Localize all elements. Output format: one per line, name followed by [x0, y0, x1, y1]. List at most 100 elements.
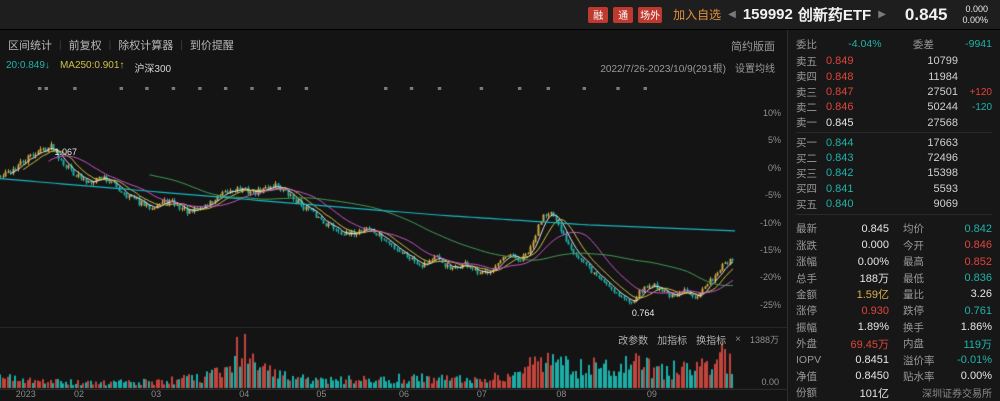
ask-row-label: 卖四	[796, 71, 817, 84]
toolbar-item-2[interactable]: 除权计算器	[118, 40, 174, 52]
next-stock-icon[interactable]: ▶	[878, 9, 886, 20]
ask-row[interactable]: 卖四 0.848 11984	[796, 69, 992, 84]
event-markers: ≡ ≡ ≡ ≡ ≡ ≡ ≡ ≡ ≡ ≡ ≡ ≡ ≡ ≡ ≡ ≡ ≡ ≡ ≡ ≡	[0, 86, 787, 94]
bid-row-price[interactable]: 0.844	[826, 136, 854, 149]
simple-layout-button[interactable]: 简约版面	[731, 41, 775, 53]
stat-value: 0.8451	[855, 354, 889, 367]
stat-row: 外盘 69.45万 内盘 119万	[796, 335, 992, 351]
volume-button-0[interactable]: 改参数	[618, 336, 649, 347]
orderbook-divider-2	[796, 213, 992, 215]
stat-value: 0.000	[861, 239, 889, 252]
ask-row[interactable]: 卖一 0.845 27568	[796, 115, 992, 130]
orderbook-divider	[796, 132, 992, 134]
commission-diff-label: 委差	[912, 38, 934, 51]
stat-value: 0.846	[964, 239, 992, 252]
stat-label: 溢价率	[903, 354, 935, 367]
ask-row-price[interactable]: 0.846	[826, 101, 854, 114]
stat-label: 涨跌	[796, 239, 817, 252]
toolbar-item-0[interactable]: 区间统计	[8, 40, 52, 52]
event-marker-icon: ≡	[643, 86, 648, 93]
stat-label: 换手	[903, 321, 924, 334]
period-high-label: 1.067	[54, 146, 78, 157]
stat-value: 1.86%	[960, 321, 992, 334]
add-watchlist-button[interactable]: 加入自选	[673, 8, 722, 22]
x-axis-label: 09	[646, 389, 657, 399]
x-axis: 2023 02 03 04 05 06 07 08 09	[0, 389, 787, 401]
stat-label: 今开	[903, 239, 924, 252]
event-marker-icon: ≡	[546, 86, 551, 93]
bid-row-price[interactable]: 0.842	[826, 167, 854, 180]
price-chart-canvas[interactable]	[0, 72, 787, 324]
commission-ratio-label: 委比	[796, 38, 817, 51]
stat-value: -0.01%	[957, 354, 992, 367]
bid-row-label: 买三	[796, 167, 817, 180]
stat-row: 总手 188万 最低 0.836	[796, 270, 992, 286]
volume-chart-canvas[interactable]	[0, 330, 787, 390]
stat-value: 69.45万	[850, 338, 889, 351]
ask-row[interactable]: 卖二 0.846 50244 -120	[796, 100, 992, 115]
stats-grid: 最新 0.845 均价 0.842 涨跌 0.000 今开 0.846 涨幅 0.00% 最高 0.8…	[796, 221, 992, 401]
event-marker-icon: ≡	[615, 86, 621, 93]
prev-stock-icon[interactable]: ◀	[728, 9, 736, 20]
ask-row-price[interactable]: 0.847	[826, 86, 854, 98]
stock-name: 创新药ETF	[797, 7, 872, 24]
x-axis-label: 06	[399, 389, 410, 399]
y-axis-label: -5%	[764, 190, 781, 201]
stat-label: 总手	[796, 272, 817, 285]
ask-row-price[interactable]: 0.848	[826, 70, 854, 83]
bid-row-label: 买五	[796, 198, 817, 211]
stat-label: 贴水率	[903, 370, 935, 383]
event-marker-icon: ≡	[72, 86, 77, 93]
stat-value: 0.930	[861, 304, 889, 317]
stat-label: 金额	[796, 288, 817, 301]
stat-label: 振幅	[796, 321, 817, 334]
y-axis-label: -25%	[759, 299, 781, 310]
price-chart-area: ≡ ≡ ≡ ≡ ≡ ≡ ≡ ≡ ≡ ≡ ≡ ≡ ≡ ≡ ≡ ≡ ≡ ≡ ≡ ≡ 10% 5% 0% -5% -10% -15% -…	[0, 72, 787, 324]
toolbar-separator: |	[108, 39, 112, 51]
toolbar-item-3[interactable]: 到价提醒	[189, 40, 234, 52]
bid-row[interactable]: 买三 0.842 15398	[796, 166, 992, 181]
stat-label: 外盘	[796, 338, 817, 351]
ask-row-label: 卖三	[796, 86, 817, 99]
bid-row[interactable]: 买四 0.841 5593	[796, 181, 992, 196]
stat-row: 振幅 1.89% 换手 1.86%	[796, 319, 992, 335]
toolbar-separator: |	[180, 39, 183, 51]
ask-row-price[interactable]: 0.849	[826, 55, 854, 68]
event-marker-icon: ≡	[37, 86, 42, 93]
volume-toolbar: 改参数 加指标 换指标 × 1388万	[618, 332, 779, 347]
x-axis-label: 03	[151, 389, 162, 399]
event-marker-icon: ≡	[277, 86, 282, 93]
x-axis-label: 08	[556, 389, 567, 399]
y-axis-label: 5%	[767, 135, 781, 146]
ask-row-delta: -120	[971, 101, 992, 113]
bid-row-price[interactable]: 0.843	[826, 152, 854, 165]
stat-value: 1.89%	[857, 321, 889, 334]
price-change-block: 0.000 0.00%	[962, 4, 988, 26]
stat-value: 0.00%	[960, 370, 992, 383]
ask-row[interactable]: 卖五 0.849 10799	[796, 54, 992, 69]
ask-row-price[interactable]: 0.845	[826, 116, 854, 129]
x-axis-label: 05	[316, 389, 327, 399]
ask-row[interactable]: 卖三 0.847 27501 +120	[796, 84, 992, 99]
set-ma-button[interactable]: 设置均线	[735, 64, 775, 75]
stat-label: 最新	[796, 223, 817, 236]
volume-button-1[interactable]: 加指标	[657, 336, 688, 347]
event-marker-icon: ≡	[171, 86, 176, 93]
toolbar-item-1[interactable]: 前复权	[68, 40, 102, 52]
stat-value: 0.8450	[855, 370, 889, 383]
volume-button-2[interactable]: 换指标	[696, 336, 727, 347]
bid-row-price[interactable]: 0.840	[826, 198, 854, 211]
close-indicator-icon[interactable]: ×	[735, 334, 741, 345]
bid-row[interactable]: 买五 0.840 9069	[796, 196, 992, 211]
bid-row-label: 买二	[796, 152, 817, 165]
bid-row-price[interactable]: 0.841	[826, 182, 854, 195]
x-axis-label: 02	[73, 389, 84, 399]
y-axis-label: -20%	[759, 272, 781, 283]
bid-row[interactable]: 买二 0.843 72496	[796, 151, 992, 166]
stat-label: 涨停	[796, 305, 817, 318]
stat-label: 最高	[903, 256, 924, 269]
ask-row-volume: 27568	[927, 116, 958, 129]
commission-ratio-value: -4.04%	[848, 38, 882, 51]
bid-row[interactable]: 买一 0.844 17663	[796, 135, 992, 150]
ma250-readout: MA250:0.901↑	[59, 60, 125, 71]
